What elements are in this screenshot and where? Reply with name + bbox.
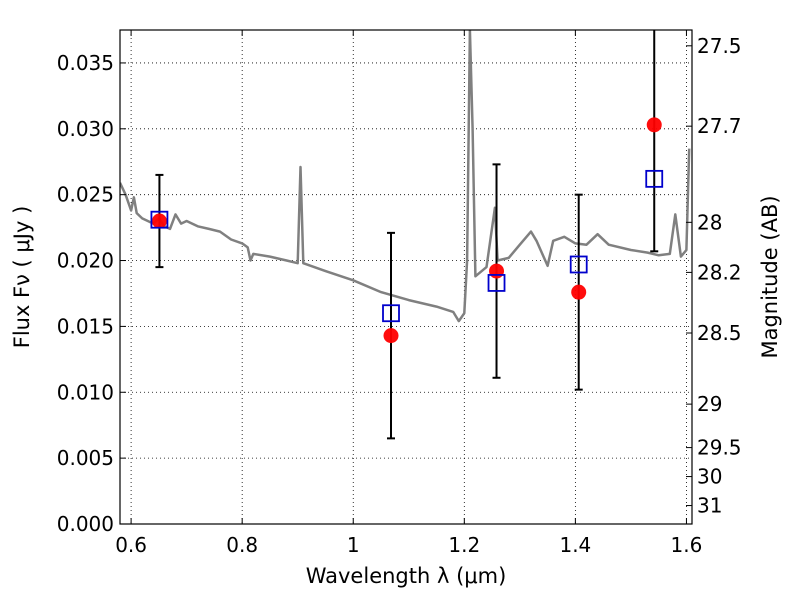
y-tick-label: 0.005 bbox=[57, 446, 114, 470]
model-photometry-point bbox=[569, 255, 588, 274]
observed-point bbox=[571, 284, 587, 300]
y2-tick-label: 30 bbox=[697, 465, 722, 489]
y-tick-label: 0.025 bbox=[57, 183, 114, 207]
x-tick-label: 1 bbox=[347, 533, 360, 557]
y-tick-label: 0.035 bbox=[57, 51, 114, 75]
y2-tick-label: 27.5 bbox=[697, 34, 742, 58]
y2-tick-label: 29 bbox=[697, 392, 722, 416]
model-photometry-point bbox=[487, 274, 506, 292]
x-tick-label: 1.2 bbox=[448, 533, 480, 557]
plot-frame bbox=[119, 29, 693, 525]
x-tick-label: 1.6 bbox=[671, 533, 703, 557]
model-photometry-point bbox=[645, 169, 664, 188]
y-tick-label: 0.030 bbox=[57, 117, 114, 141]
y2-tick-label: 31 bbox=[697, 494, 722, 518]
observed-points bbox=[151, 117, 662, 344]
error-bars bbox=[155, 30, 659, 440]
model-photometry-point bbox=[382, 304, 400, 323]
y2-axis-title: Magnitude (AB) bbox=[758, 195, 782, 358]
x-tick-label: 0.8 bbox=[226, 533, 258, 557]
observed-point bbox=[489, 263, 505, 279]
observed-point bbox=[646, 117, 662, 133]
y2-tick-label: 28.5 bbox=[697, 321, 742, 345]
y-axis-title: Flux Fν ( μJy ) bbox=[10, 206, 34, 349]
x-axis-title: Wavelength λ (μm) bbox=[306, 564, 507, 588]
axis-ticks bbox=[120, 30, 692, 525]
x-tick-label: 1.4 bbox=[559, 533, 591, 557]
model-spectrum-layer bbox=[120, 30, 691, 323]
x-tick-label: 0.6 bbox=[115, 533, 147, 557]
observed-point bbox=[383, 328, 399, 344]
y-tick-label: 0.000 bbox=[57, 512, 114, 536]
grid-lines bbox=[120, 30, 692, 524]
y2-tick-label: 28.2 bbox=[697, 260, 742, 284]
y2-tick-label: 27.7 bbox=[697, 114, 742, 138]
y-tick-label: 0.020 bbox=[57, 249, 114, 273]
model-spectrum-line bbox=[120, 30, 691, 323]
observed-point bbox=[151, 213, 167, 229]
model-photometry-point bbox=[150, 210, 169, 229]
tick-labels: 0.6 0.8 1 1.2 1.4 1.6 0.000 0.005 0.010 0.015 0.02… bbox=[57, 34, 742, 557]
y-tick-label: 0.015 bbox=[57, 314, 114, 338]
y-tick-label: 0.010 bbox=[57, 380, 114, 404]
model-photometry-points bbox=[150, 169, 664, 323]
y2-tick-label: 29.5 bbox=[697, 436, 742, 460]
y2-tick-label: 28 bbox=[697, 210, 722, 234]
